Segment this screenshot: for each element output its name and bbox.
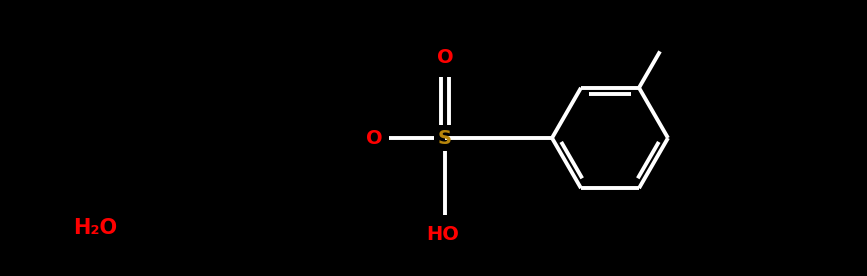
Text: S: S: [438, 129, 452, 147]
Text: O: O: [366, 129, 382, 147]
Text: H₂O: H₂O: [73, 218, 117, 238]
Text: HO: HO: [427, 225, 460, 244]
Text: O: O: [437, 48, 453, 67]
